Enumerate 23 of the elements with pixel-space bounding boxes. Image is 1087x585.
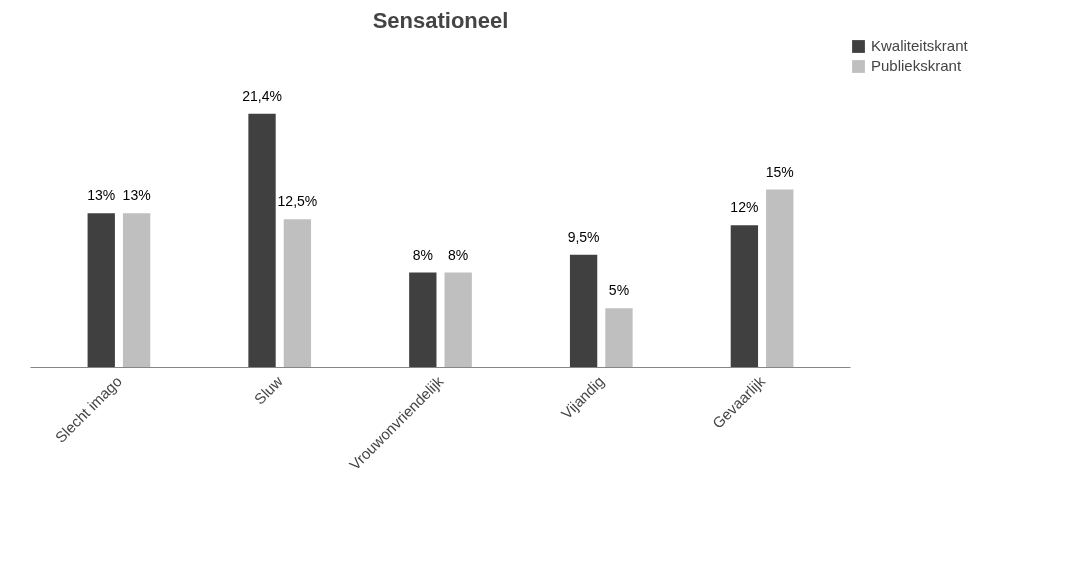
data-label: 5% xyxy=(608,282,630,299)
legend-label: Publiekskrant xyxy=(871,57,962,74)
data-label: 13% xyxy=(87,187,116,204)
bar xyxy=(444,272,472,368)
data-label: 15% xyxy=(765,163,794,180)
legend-label: Kwaliteitskrant xyxy=(871,37,968,54)
bar xyxy=(766,189,794,368)
bar xyxy=(730,225,759,368)
data-label: 8% xyxy=(448,246,469,263)
bar xyxy=(248,113,276,368)
bar xyxy=(605,308,633,368)
data-label: 12% xyxy=(730,199,759,216)
bar xyxy=(409,272,437,368)
data-label: 21,4% xyxy=(242,87,282,104)
bar xyxy=(569,254,598,368)
data-label: 8% xyxy=(412,246,433,263)
data-label: 9,5% xyxy=(567,228,600,245)
bar xyxy=(122,213,151,368)
bar xyxy=(87,213,115,368)
chart-title: Sensationeel xyxy=(372,7,509,33)
data-label: 13% xyxy=(122,187,151,204)
data-label: 12,5% xyxy=(277,193,318,210)
bar xyxy=(283,219,312,368)
